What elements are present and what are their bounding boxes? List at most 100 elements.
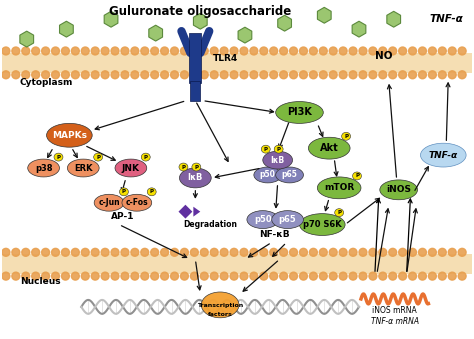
Circle shape: [448, 71, 456, 79]
Circle shape: [81, 272, 89, 280]
Ellipse shape: [201, 292, 239, 318]
Circle shape: [52, 47, 59, 55]
Ellipse shape: [180, 168, 211, 188]
Ellipse shape: [94, 194, 124, 211]
Polygon shape: [179, 205, 192, 219]
Circle shape: [290, 47, 298, 55]
Circle shape: [101, 272, 109, 280]
Circle shape: [280, 248, 288, 256]
Circle shape: [2, 248, 10, 256]
Circle shape: [141, 47, 149, 55]
Circle shape: [171, 71, 179, 79]
Circle shape: [280, 71, 288, 79]
Circle shape: [111, 47, 119, 55]
Circle shape: [171, 47, 179, 55]
Text: TLR4: TLR4: [213, 55, 238, 63]
Circle shape: [201, 248, 208, 256]
Text: Akt: Akt: [320, 143, 338, 153]
Circle shape: [438, 248, 447, 256]
Circle shape: [339, 272, 347, 280]
Circle shape: [379, 71, 387, 79]
Circle shape: [409, 272, 417, 280]
Text: MAPKs: MAPKs: [52, 131, 87, 140]
Circle shape: [290, 272, 298, 280]
Ellipse shape: [119, 188, 128, 196]
Circle shape: [121, 47, 129, 55]
Circle shape: [201, 47, 208, 55]
Circle shape: [2, 71, 10, 79]
Circle shape: [379, 248, 387, 256]
Circle shape: [161, 248, 169, 256]
Polygon shape: [238, 27, 252, 43]
Text: p70 S6K: p70 S6K: [303, 220, 342, 229]
Circle shape: [399, 272, 407, 280]
Circle shape: [339, 71, 347, 79]
Circle shape: [428, 272, 437, 280]
Text: NF-κB: NF-κB: [259, 230, 290, 239]
Circle shape: [428, 47, 437, 55]
Circle shape: [230, 272, 238, 280]
Ellipse shape: [353, 172, 362, 180]
Circle shape: [458, 272, 466, 280]
Circle shape: [230, 47, 238, 55]
Circle shape: [310, 248, 317, 256]
Circle shape: [52, 71, 59, 79]
Circle shape: [379, 272, 387, 280]
Ellipse shape: [254, 167, 282, 183]
Circle shape: [349, 272, 357, 280]
Circle shape: [111, 71, 119, 79]
Circle shape: [151, 248, 159, 256]
Circle shape: [32, 71, 40, 79]
Circle shape: [438, 71, 447, 79]
Circle shape: [171, 248, 179, 256]
Circle shape: [151, 71, 159, 79]
Ellipse shape: [247, 211, 279, 228]
Circle shape: [438, 47, 447, 55]
Circle shape: [131, 248, 139, 256]
Circle shape: [62, 272, 69, 280]
Circle shape: [260, 248, 268, 256]
Circle shape: [300, 71, 308, 79]
Circle shape: [379, 47, 387, 55]
Circle shape: [141, 71, 149, 79]
Circle shape: [181, 47, 188, 55]
Text: P: P: [355, 174, 359, 178]
Circle shape: [319, 47, 327, 55]
Text: IκB: IκB: [271, 156, 285, 164]
Text: P: P: [337, 210, 341, 215]
Ellipse shape: [276, 167, 303, 183]
Circle shape: [151, 272, 159, 280]
Circle shape: [399, 248, 407, 256]
Circle shape: [310, 71, 317, 79]
Text: P: P: [144, 155, 148, 160]
Text: TNF-α: TNF-α: [429, 14, 463, 24]
Bar: [191, 81, 201, 101]
Circle shape: [131, 71, 139, 79]
Polygon shape: [149, 25, 163, 41]
Circle shape: [220, 248, 228, 256]
Ellipse shape: [67, 159, 99, 177]
Circle shape: [151, 47, 159, 55]
Circle shape: [32, 47, 40, 55]
Text: Nucleus: Nucleus: [20, 277, 60, 285]
Circle shape: [111, 248, 119, 256]
Circle shape: [349, 47, 357, 55]
Circle shape: [280, 272, 288, 280]
Circle shape: [72, 71, 79, 79]
Ellipse shape: [192, 163, 201, 171]
Circle shape: [2, 47, 10, 55]
Circle shape: [300, 272, 308, 280]
Text: p50: p50: [254, 215, 272, 224]
Text: factors: factors: [208, 312, 233, 317]
Circle shape: [310, 272, 317, 280]
Circle shape: [240, 248, 248, 256]
Text: TNF-α mRNA: TNF-α mRNA: [371, 317, 419, 326]
Ellipse shape: [276, 102, 323, 123]
Circle shape: [409, 248, 417, 256]
Text: ERK: ERK: [74, 163, 92, 173]
Circle shape: [458, 47, 466, 55]
Circle shape: [12, 248, 20, 256]
Text: p65: p65: [279, 215, 296, 224]
Circle shape: [131, 272, 139, 280]
Circle shape: [359, 47, 367, 55]
